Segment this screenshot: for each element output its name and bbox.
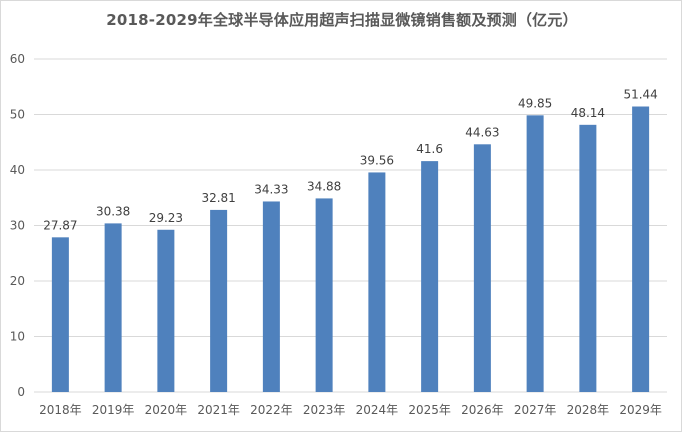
x-tick-label-2021年: 2021年 bbox=[197, 403, 240, 417]
y-tick-label-50: 50 bbox=[10, 108, 25, 122]
bar-2022年 bbox=[262, 201, 280, 392]
bar-2028年 bbox=[579, 124, 597, 392]
data-label-2022年: 34.33 bbox=[254, 182, 288, 196]
chart-title: 2018-2029年全球半导体应用超声扫描显微镜销售额及预测（亿元） bbox=[106, 11, 578, 29]
x-tick-label-2029年: 2029年 bbox=[619, 403, 662, 417]
y-tick-label-30: 30 bbox=[10, 219, 25, 233]
x-axis-ticks: 2018年 2019年 2020年 2021年 2022年 2023年 2024年 2025年… bbox=[39, 403, 662, 417]
data-label-2024年: 39.56 bbox=[360, 153, 394, 167]
bar-2029年 bbox=[632, 106, 650, 393]
data-label-2023年: 34.88 bbox=[307, 179, 341, 193]
data-label-2025年: 41.6 bbox=[416, 142, 443, 156]
data-label-2018年: 27.87 bbox=[43, 218, 77, 232]
bars bbox=[51, 106, 650, 393]
bar-2020年 bbox=[157, 229, 175, 392]
y-tick-label-40: 40 bbox=[10, 163, 25, 177]
data-label-2026年: 44.63 bbox=[465, 125, 499, 139]
bar-2023年 bbox=[315, 198, 333, 392]
data-label-2027年: 49.85 bbox=[518, 96, 552, 110]
bar-2027年 bbox=[526, 115, 544, 393]
x-tick-label-2020年: 2020年 bbox=[145, 403, 188, 417]
data-label-2020年: 29.23 bbox=[149, 211, 183, 225]
y-tick-label-10: 10 bbox=[10, 330, 25, 344]
data-label-2029年: 51.44 bbox=[623, 88, 657, 102]
data-label-2019年: 30.38 bbox=[96, 204, 130, 218]
y-tick-label-20: 20 bbox=[10, 274, 25, 288]
x-tick-label-2023年: 2023年 bbox=[303, 403, 346, 417]
bar-2026年 bbox=[473, 144, 491, 392]
y-tick-label-60: 60 bbox=[10, 52, 25, 66]
x-tick-label-2024年: 2024年 bbox=[356, 403, 399, 417]
bar-2024年 bbox=[368, 172, 386, 392]
bar-2025年 bbox=[421, 161, 439, 392]
x-tick-label-2026年: 2026年 bbox=[461, 403, 504, 417]
x-tick-label-2027年: 2027年 bbox=[514, 403, 557, 417]
x-tick-label-2022年: 2022年 bbox=[250, 403, 293, 417]
y-axis-ticks: 0 10 20 30 40 50 60 bbox=[10, 52, 25, 399]
x-tick-label-2018年: 2018年 bbox=[39, 403, 82, 417]
bar-2021年 bbox=[210, 209, 228, 392]
data-label-2028年: 48.14 bbox=[571, 106, 605, 120]
data-label-2021年: 32.81 bbox=[201, 191, 235, 205]
y-tick-label-0: 0 bbox=[17, 385, 25, 399]
data-labels: 27.87 30.38 29.23 32.81 34.33 34.88 39.56 41.6 4… bbox=[43, 88, 658, 233]
bar-2018年 bbox=[51, 237, 69, 392]
bar-2019年 bbox=[104, 223, 122, 392]
gridlines bbox=[34, 58, 667, 393]
x-tick-label-2019年: 2019年 bbox=[92, 403, 135, 417]
x-tick-label-2028年: 2028年 bbox=[567, 403, 610, 417]
x-tick-label-2025年: 2025年 bbox=[408, 403, 451, 417]
